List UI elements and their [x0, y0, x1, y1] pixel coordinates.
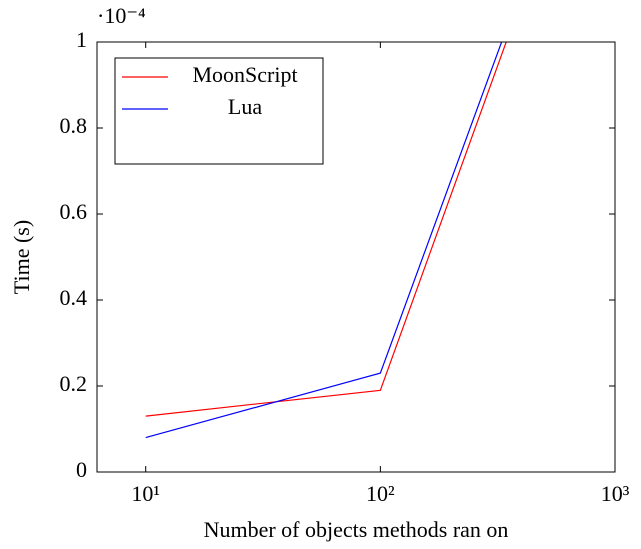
legend-label: MoonScript — [192, 62, 297, 87]
y-tick-label: 0 — [76, 457, 87, 482]
series-line — [145, 42, 507, 417]
legend-label: Lua — [228, 94, 262, 119]
series-line — [145, 42, 503, 439]
legend-box — [114, 57, 324, 165]
y-tick-label: 0.4 — [60, 285, 88, 310]
y-tick-label: 0.2 — [60, 371, 88, 396]
y-axis-label: Time (s) — [9, 220, 34, 294]
y-tick-label: 1 — [76, 27, 87, 52]
x-tick-label: 10¹ — [131, 481, 160, 506]
x-tick-label: 10³ — [601, 481, 630, 506]
plot-area — [145, 42, 507, 439]
x-axis-label: Number of objects methods ran on — [204, 517, 509, 542]
y-tick-label: 0.6 — [60, 199, 88, 224]
y-multiplier: ·10⁻⁴ — [97, 3, 146, 28]
plot-frame — [96, 41, 616, 473]
y-tick-label: 0.8 — [60, 113, 88, 138]
x-tick-label: 10² — [366, 481, 395, 506]
